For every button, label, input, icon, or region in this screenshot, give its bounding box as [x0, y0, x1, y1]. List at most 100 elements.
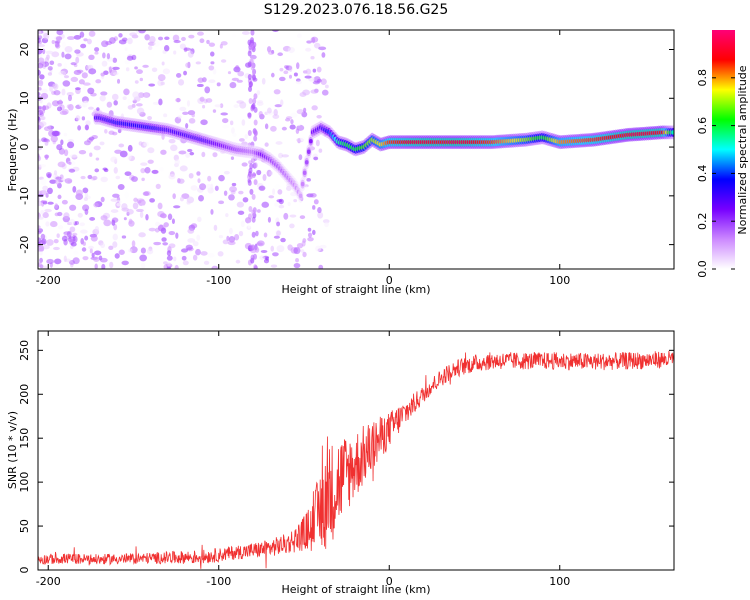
- heatmap-cell: [229, 120, 234, 126]
- heatmap-cell: [279, 76, 286, 82]
- heatmap-cell: [312, 205, 316, 210]
- heatmap-cell: [92, 175, 98, 181]
- heatmap-cell: [82, 204, 90, 212]
- heatmap-cell: [39, 190, 48, 195]
- heatmap-cell: [223, 190, 228, 196]
- heatmap-cell: [205, 98, 213, 103]
- heatmap-cell: [161, 61, 165, 66]
- heatmap-cell: [256, 209, 261, 213]
- heatmap-cell: [279, 67, 284, 72]
- heatmap-cell: [253, 93, 258, 100]
- heatmap-cell: [278, 152, 284, 159]
- heatmap-cell: [238, 138, 245, 142]
- snr-panel: -200 -100 0 100 0 50 100 150 200 250 Height of st…: [6, 330, 675, 596]
- heatmap-cell: [72, 235, 78, 243]
- heatmap-cell: [177, 178, 185, 184]
- heatmap-cell: [64, 178, 73, 184]
- heatmap-cell: [137, 92, 145, 99]
- heatmap-cell: [283, 70, 289, 75]
- heatmap-cell: [100, 176, 108, 183]
- heatmap-cell: [218, 235, 224, 239]
- heatmap-cell: [42, 212, 49, 219]
- heatmap-cell: [288, 74, 293, 79]
- heatmap-cell: [227, 71, 232, 75]
- heatmap-cell: [197, 77, 204, 83]
- heatmap-cell: [299, 215, 306, 220]
- colorbar: 0.0 0.2 0.4 0.6 0.8 Normalized spectral ampl…: [696, 30, 749, 278]
- heatmap-cell: [85, 120, 91, 126]
- heatmap-cell: [93, 145, 101, 151]
- heatmap-cell: [248, 86, 253, 93]
- heatmap-cell: [142, 64, 149, 68]
- heatmap-cell: [290, 112, 298, 118]
- heatmap-cell: [159, 166, 164, 172]
- spectrogram-y-tick-label: 0: [18, 144, 31, 151]
- heatmap-cell: [296, 109, 304, 115]
- heatmap-cell: [313, 156, 319, 161]
- heatmap-cell: [196, 171, 201, 176]
- heatmap-cell: [177, 115, 182, 119]
- heatmap-cell: [38, 237, 42, 244]
- heatmap-cell: [54, 41, 60, 48]
- heatmap-cell: [136, 107, 145, 115]
- heatmap-cell: [318, 148, 323, 153]
- heatmap-cell: [192, 254, 198, 261]
- heatmap-cell: [214, 185, 219, 191]
- heatmap-cell: [69, 204, 77, 211]
- heatmap-cell: [317, 211, 324, 219]
- heatmap-cell: [320, 78, 327, 85]
- heatmap-cell: [87, 174, 93, 180]
- heatmap-cell: [39, 74, 45, 80]
- heatmap-cell: [96, 107, 100, 112]
- heatmap-cell: [140, 262, 146, 269]
- heatmap-cell: [296, 33, 302, 39]
- heatmap-cell: [39, 250, 43, 256]
- heatmap-cell: [307, 227, 312, 232]
- heatmap-cell: [163, 261, 168, 265]
- heatmap-cell: [39, 108, 46, 115]
- heatmap-cell: [197, 216, 202, 223]
- heatmap-cell: [80, 175, 86, 180]
- heatmap-cell: [115, 175, 121, 180]
- heatmap-cell: [142, 191, 150, 196]
- heatmap-cell: [38, 142, 41, 147]
- heatmap-cell: [289, 223, 295, 229]
- heatmap-cell: [182, 260, 189, 266]
- heatmap-cell: [237, 71, 245, 77]
- heatmap-cell: [319, 244, 327, 249]
- heatmap-cell: [210, 51, 215, 57]
- heatmap-cell: [100, 91, 108, 96]
- heatmap-cell: [195, 248, 201, 256]
- heatmap-cell: [276, 221, 281, 227]
- heatmap-cell: [671, 130, 674, 135]
- heatmap-cell: [84, 192, 89, 198]
- heatmap-cell: [298, 154, 303, 161]
- heatmap-cell: [95, 79, 102, 84]
- spectrogram-y-tick-label: -10: [18, 187, 31, 205]
- heatmap-cell: [148, 83, 156, 87]
- heatmap-cell: [276, 230, 281, 236]
- heatmap-cell: [58, 99, 63, 107]
- heatmap-cell: [51, 39, 56, 45]
- spectrogram-x-axis-label: Height of straight line (km): [281, 283, 430, 296]
- heatmap-cell: [168, 173, 176, 180]
- spectrogram-x-tick-label: -100: [206, 274, 231, 287]
- heatmap-cell: [218, 174, 225, 182]
- heatmap-cell: [324, 84, 329, 89]
- heatmap-cell: [235, 65, 240, 70]
- heatmap-cell: [210, 208, 214, 215]
- heatmap-cell: [276, 98, 281, 103]
- spectrogram-x-tick-label: -200: [36, 274, 61, 287]
- heatmap-cell: [229, 82, 237, 89]
- heatmap-cell: [253, 119, 258, 126]
- heatmap-cell: [112, 57, 118, 63]
- heatmap-cell: [220, 41, 228, 46]
- heatmap-cell: [274, 104, 283, 108]
- heatmap-cell: [263, 232, 268, 238]
- heatmap-cell: [47, 125, 51, 132]
- heatmap-cell: [93, 202, 99, 208]
- heatmap-cell: [38, 244, 44, 248]
- heatmap-cell: [268, 171, 273, 176]
- colorbar-tick-label: 0.6: [696, 117, 709, 135]
- heatmap-cell: [199, 96, 205, 102]
